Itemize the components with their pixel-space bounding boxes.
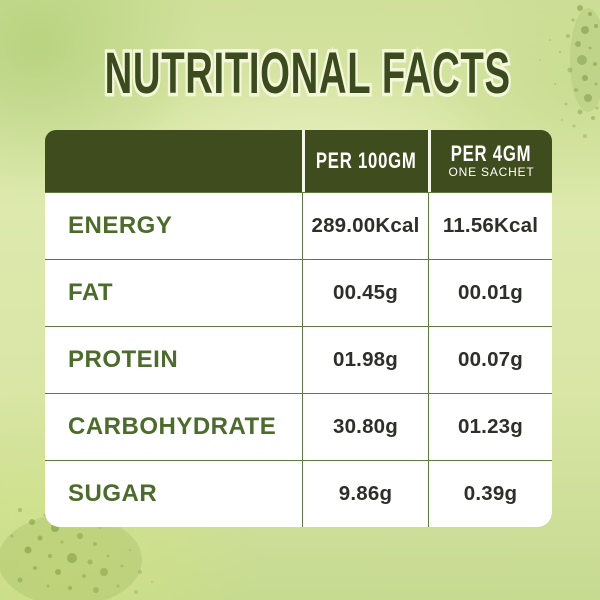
table-header-row: PER 100GM PER 4GM ONE SACHET bbox=[45, 130, 552, 192]
table-row-protein-label: PROTEIN bbox=[45, 326, 302, 393]
table-row-fat-per-100gm: 00.45g bbox=[302, 259, 428, 326]
table-row-energy-per-100gm: 289.00Kcal bbox=[302, 192, 428, 259]
header-cell-per-100gm: PER 100GM bbox=[302, 130, 428, 192]
table-row-protein-per-100gm: 01.98g bbox=[302, 326, 428, 393]
nutrition-table: PER 100GM PER 4GM ONE SACHET ENERGY 289.… bbox=[45, 130, 552, 527]
page-title-outline: NUTRITIONAL FACTS bbox=[102, 38, 512, 109]
table-row-sugar-label: SUGAR bbox=[45, 460, 302, 527]
header-cell-blank bbox=[45, 130, 302, 192]
header-per-4gm-label: PER 4GM bbox=[451, 140, 532, 166]
table-row-energy-per-4gm: 11.56Kcal bbox=[428, 192, 552, 259]
page-title-text: NUTRITIONAL FACTS bbox=[104, 41, 511, 106]
table-row-carbohydrate-per-100gm: 30.80g bbox=[302, 393, 428, 460]
table-row-sugar-per-4gm: 0.39g bbox=[428, 460, 552, 527]
header-cell-per-4gm: PER 4GM ONE SACHET bbox=[428, 130, 552, 192]
header-per-4gm-sublabel: ONE SACHET bbox=[448, 164, 535, 179]
table-row-carbohydrate-label: CARBOHYDRATE bbox=[45, 393, 302, 460]
table-row-protein-per-4gm: 00.07g bbox=[428, 326, 552, 393]
table-row-sugar-per-100gm: 9.86g bbox=[302, 460, 428, 527]
table-row-carbohydrate-per-4gm: 01.23g bbox=[428, 393, 552, 460]
table-row-energy-label: ENERGY bbox=[45, 192, 302, 259]
table-body: ENERGY 289.00Kcal 11.56Kcal FAT 00.45g 0… bbox=[45, 192, 552, 527]
page-title: NUTRITIONAL FACTS NUTRITIONAL FACTS bbox=[0, 38, 600, 109]
header-per-100gm-label: PER 100GM bbox=[316, 148, 417, 173]
table-row-fat-per-4gm: 00.01g bbox=[428, 259, 552, 326]
table-row-fat-label: FAT bbox=[45, 259, 302, 326]
